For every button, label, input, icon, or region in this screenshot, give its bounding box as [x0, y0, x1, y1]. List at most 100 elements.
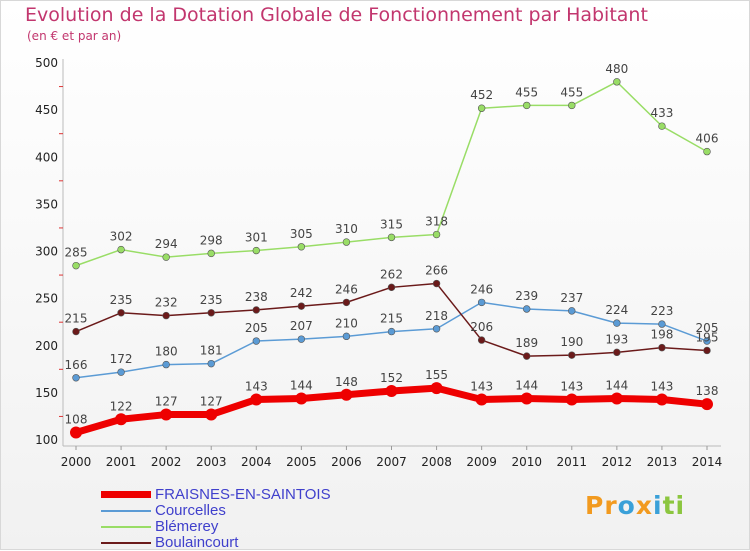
data-label: 232 [155, 296, 178, 310]
brand-letter: ti [662, 491, 686, 520]
data-label: 198 [650, 328, 673, 342]
y-tick-label: 200 [35, 339, 58, 353]
data-label: 210 [335, 316, 358, 330]
series-0 [70, 382, 713, 439]
legend-label: Blémerey [155, 518, 219, 535]
brand-logo: Proxiti [585, 491, 685, 520]
data-point [568, 351, 576, 359]
data-label: 215 [65, 312, 88, 326]
y-tick-label: 100 [35, 433, 58, 447]
brand-letter: Pr [585, 491, 618, 520]
data-label: 143 [650, 379, 673, 393]
y-tick-label: 250 [35, 292, 58, 306]
data-label: 218 [425, 309, 448, 323]
x-tick-label: 2007 [376, 455, 407, 469]
data-label: 181 [200, 344, 223, 358]
data-point [252, 306, 260, 314]
y-tick-label: 500 [35, 56, 58, 70]
data-point [658, 320, 666, 328]
x-tick-label: 2014 [692, 455, 723, 469]
data-label: 172 [110, 352, 133, 366]
data-point [658, 343, 666, 352]
data-point [432, 279, 441, 288]
data-label: 406 [696, 132, 719, 146]
x-tick-label: 2011 [557, 455, 588, 469]
data-label: 318 [425, 215, 448, 229]
data-label: 108 [65, 412, 88, 426]
x-tick-label: 2008 [421, 455, 452, 469]
data-point [520, 392, 533, 405]
data-point [207, 249, 215, 258]
data-point [523, 305, 531, 313]
data-label: 310 [335, 222, 358, 236]
data-label: 143 [245, 379, 268, 393]
data-label: 207 [290, 319, 313, 333]
data-label: 242 [290, 286, 313, 300]
x-tick-label: 2013 [647, 455, 678, 469]
y-tick-label: 350 [35, 197, 58, 211]
data-label: 238 [245, 290, 268, 304]
data-label: 215 [380, 312, 403, 326]
data-point [342, 238, 351, 246]
data-label: 246 [335, 282, 358, 296]
data-point [703, 337, 711, 345]
x-tick-label: 2012 [602, 455, 633, 469]
data-point [565, 393, 578, 406]
legend-label: Boulaincourt [155, 534, 239, 551]
data-label: 144 [515, 379, 538, 393]
data-label: 205 [696, 321, 719, 335]
data-point [432, 325, 441, 333]
data-point [160, 408, 173, 421]
data-label: 223 [650, 304, 673, 318]
data-label: 190 [560, 335, 583, 349]
data-label: 302 [110, 230, 133, 244]
data-point [162, 253, 170, 261]
data-point [162, 360, 170, 369]
data-point [523, 352, 531, 360]
data-label: 237 [560, 291, 583, 305]
data-point [613, 319, 621, 327]
data-label: 224 [605, 303, 628, 317]
data-point [477, 104, 486, 112]
data-label: 122 [110, 399, 133, 413]
data-label: 193 [605, 332, 628, 346]
data-label: 152 [380, 371, 403, 385]
data-point [658, 122, 666, 130]
chart-subtitle: (en € et par an) [27, 29, 122, 43]
data-point [342, 332, 351, 341]
data-point [117, 309, 125, 317]
data-point [703, 346, 711, 355]
x-tick-label: 2002 [151, 455, 182, 469]
data-label: 285 [65, 246, 88, 260]
data-point [205, 408, 218, 421]
x-tick-label: 2010 [511, 455, 542, 469]
series-1 [72, 298, 711, 382]
data-label: 180 [155, 345, 178, 359]
data-point [523, 101, 531, 110]
data-label: 166 [65, 358, 88, 372]
data-label: 206 [470, 320, 493, 334]
data-label: 127 [155, 395, 178, 409]
data-label: 148 [335, 375, 358, 389]
brand-letter: o [617, 491, 636, 520]
x-tick-label: 2005 [286, 455, 317, 469]
series-2 [72, 78, 711, 270]
data-point [72, 327, 80, 336]
data-point [613, 78, 621, 86]
legend-label: Courcelles [155, 502, 226, 519]
series-lines [70, 78, 713, 439]
data-label: 480 [605, 62, 628, 76]
data-label: 205 [245, 321, 268, 335]
legend-swatch [101, 541, 151, 544]
data-label: 143 [560, 379, 583, 393]
data-point [297, 335, 306, 343]
data-point [387, 327, 396, 336]
data-point [475, 393, 488, 406]
brand-letter: x [635, 491, 653, 520]
y-tick-label: 400 [35, 150, 58, 164]
data-label: 246 [470, 282, 493, 296]
data-point [387, 283, 396, 292]
x-tick-label: 2001 [106, 455, 137, 469]
